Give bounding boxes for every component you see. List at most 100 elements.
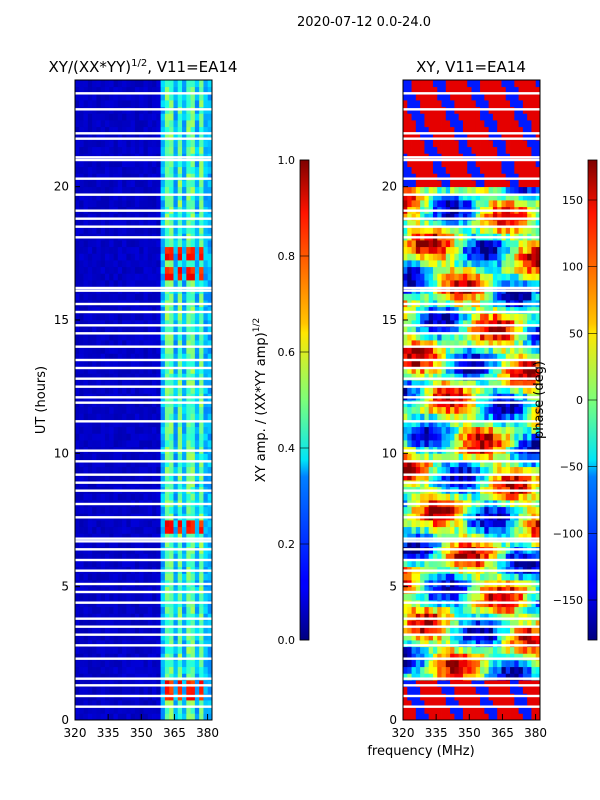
heatmap-cell bbox=[87, 606, 93, 614]
heatmap-cell bbox=[126, 186, 132, 194]
heatmap-cell bbox=[441, 700, 447, 708]
heatmap-cell bbox=[186, 606, 191, 614]
heatmap-cell bbox=[83, 140, 89, 148]
heatmap-cell bbox=[535, 346, 540, 354]
heatmap-cell bbox=[96, 253, 102, 261]
heatmap-cell bbox=[79, 273, 84, 281]
heatmap-cell bbox=[467, 386, 472, 394]
heatmap-cell bbox=[445, 620, 451, 628]
heatmap-cell bbox=[510, 386, 515, 394]
heatmap-cell bbox=[531, 353, 537, 361]
flagged-gap bbox=[75, 489, 212, 492]
heatmap-cell bbox=[432, 593, 438, 601]
heatmap-cell bbox=[462, 560, 468, 568]
heatmap-cell bbox=[199, 160, 204, 168]
heatmap-cell bbox=[100, 193, 106, 201]
heatmap-cell bbox=[462, 420, 468, 428]
heatmap-cell bbox=[501, 680, 507, 688]
heatmap-cell bbox=[122, 540, 127, 548]
heatmap-cell bbox=[75, 673, 80, 681]
heatmap-cell bbox=[501, 533, 507, 541]
heatmap-cell bbox=[182, 340, 187, 348]
heatmap-cell bbox=[432, 433, 438, 441]
heatmap-cell bbox=[432, 613, 438, 621]
heatmap-cell bbox=[126, 440, 132, 448]
heatmap-cell bbox=[87, 166, 93, 174]
heatmap-cell bbox=[535, 706, 540, 714]
heatmap-cell bbox=[441, 680, 447, 688]
heatmap-cell bbox=[407, 453, 412, 461]
heatmap-cell bbox=[488, 386, 494, 394]
flagged-gap bbox=[75, 132, 212, 135]
heatmap-cell bbox=[139, 333, 144, 341]
heatmap-cell bbox=[96, 533, 102, 541]
heatmap-cell bbox=[109, 520, 114, 528]
heatmap-cell bbox=[501, 686, 507, 694]
heatmap-cell bbox=[480, 466, 485, 474]
heatmap-cell bbox=[87, 660, 93, 668]
heatmap-cell bbox=[411, 633, 417, 641]
heatmap-cell bbox=[122, 520, 127, 528]
heatmap-cell bbox=[403, 633, 408, 641]
heatmap-cell bbox=[139, 366, 144, 374]
heatmap-cell bbox=[535, 640, 540, 648]
heatmap-cell bbox=[75, 466, 80, 474]
heatmap-cell bbox=[480, 640, 485, 648]
heatmap-cell bbox=[104, 706, 110, 714]
heatmap-cell bbox=[139, 173, 144, 181]
heatmap-cell bbox=[535, 460, 540, 468]
heatmap-cell bbox=[87, 340, 93, 348]
heatmap-cell bbox=[152, 340, 157, 348]
heatmap-cell bbox=[535, 713, 540, 720]
heatmap-cell bbox=[152, 613, 157, 621]
heatmap-cell bbox=[505, 386, 511, 394]
heatmap-cell bbox=[432, 586, 438, 594]
heatmap-cell bbox=[484, 633, 490, 641]
heatmap-cell bbox=[130, 466, 136, 474]
heatmap-cell bbox=[467, 633, 472, 641]
heatmap-cell bbox=[471, 606, 477, 614]
heatmap-cell bbox=[203, 426, 209, 434]
heatmap-cell bbox=[160, 653, 166, 661]
heatmap-cell bbox=[407, 466, 412, 474]
heatmap-cell bbox=[83, 620, 89, 628]
heatmap-cell bbox=[134, 646, 140, 654]
heatmap-cell bbox=[139, 113, 144, 121]
heatmap-cell bbox=[117, 133, 123, 141]
heatmap-cell bbox=[139, 373, 144, 381]
heatmap-cell bbox=[501, 366, 507, 374]
heatmap-cell bbox=[130, 653, 136, 661]
heatmap-cell bbox=[471, 360, 477, 368]
heatmap-cell bbox=[117, 93, 123, 101]
heatmap-cell bbox=[450, 506, 455, 514]
heatmap-cell bbox=[432, 626, 438, 634]
heatmap-cell bbox=[100, 80, 106, 88]
heatmap-cell bbox=[484, 413, 490, 421]
heatmap-cell bbox=[480, 433, 485, 441]
heatmap-cell bbox=[527, 526, 532, 534]
heatmap-cell bbox=[169, 633, 174, 641]
heatmap-cell bbox=[182, 540, 187, 548]
heatmap-cell bbox=[531, 660, 537, 668]
heatmap-cell bbox=[92, 293, 97, 301]
heatmap-cell bbox=[428, 453, 434, 461]
heatmap-cell bbox=[488, 626, 494, 634]
heatmap-cell bbox=[522, 560, 528, 568]
heatmap-cell bbox=[79, 420, 84, 428]
heatmap-cell bbox=[143, 586, 149, 594]
heatmap-cell bbox=[126, 420, 132, 428]
heatmap-cell bbox=[190, 540, 196, 548]
heatmap-cell bbox=[415, 413, 421, 421]
heatmap-cell bbox=[535, 673, 540, 681]
heatmap-cell bbox=[420, 666, 425, 674]
heatmap-cell bbox=[432, 440, 438, 448]
heatmap-cell bbox=[75, 193, 80, 201]
heatmap-cell bbox=[169, 466, 174, 474]
heatmap-cell bbox=[492, 640, 498, 648]
heatmap-cell bbox=[92, 420, 97, 428]
heatmap-cell bbox=[531, 646, 537, 654]
heatmap-cell bbox=[186, 380, 191, 388]
heatmap-cell bbox=[492, 593, 498, 601]
heatmap-cell bbox=[182, 146, 187, 154]
heatmap-cell bbox=[160, 113, 166, 121]
